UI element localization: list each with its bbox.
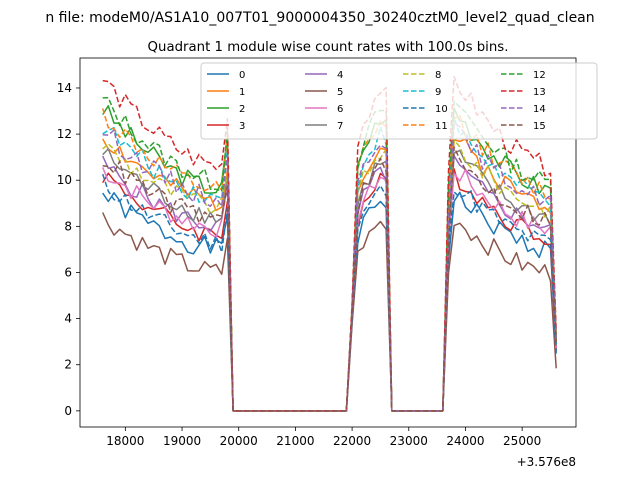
x-tick-label: 24000	[446, 434, 484, 448]
y-tick-label: 6	[64, 265, 72, 279]
plot-frame	[79, 57, 577, 428]
series-line-15	[102, 146, 557, 412]
x-tick-label: 22000	[333, 434, 371, 448]
legend-label-12: 12	[533, 70, 546, 81]
y-tick-label: 12	[57, 127, 72, 141]
legend-label-6: 6	[337, 104, 343, 115]
x-tick-label: 20000	[220, 434, 258, 448]
x-tick-label: 23000	[390, 434, 428, 448]
x-tick-label: 19000	[163, 434, 201, 448]
legend-label-14: 14	[533, 104, 546, 115]
y-tick-label: 8	[64, 219, 72, 233]
legend-label-0: 0	[239, 70, 245, 81]
legend-label-10: 10	[435, 104, 448, 115]
y-tick-label: 0	[64, 404, 72, 418]
x-tick-label: 21000	[276, 434, 314, 448]
legend-label-8: 8	[435, 70, 441, 81]
legend-label-11: 11	[435, 121, 448, 132]
x-offset-label: +3.576e8	[517, 455, 576, 469]
y-tick-label: 14	[57, 81, 72, 95]
legend-label-9: 9	[435, 87, 441, 98]
x-tick-label: 25000	[503, 434, 541, 448]
legend-box	[200, 62, 598, 140]
series-line-13	[102, 75, 557, 412]
chart-suptitle: n file: modeM0/AS1A10_007T01_9000004350_…	[45, 10, 594, 26]
legend-label-1: 1	[239, 87, 245, 98]
y-tick-label: 10	[57, 173, 72, 187]
y-tick-label: 4	[64, 312, 72, 326]
legend-label-3: 3	[239, 121, 245, 132]
x-tick-label: 18000	[106, 434, 144, 448]
legend-label-4: 4	[337, 70, 343, 81]
legend-label-2: 2	[239, 104, 245, 115]
legend-label-7: 7	[337, 121, 343, 132]
y-tick-label: 2	[64, 358, 72, 372]
legend-label-15: 15	[533, 121, 546, 132]
chart-title: Quadrant 1 module wise count rates with …	[148, 40, 509, 55]
y-axis: 0 2 4 6 8 10 12 14	[57, 81, 80, 418]
series-layer	[101, 75, 557, 412]
x-axis: 18000 19000 20000 21000 22000 23000 24000 25000	[106, 427, 541, 448]
legend-label-13: 13	[533, 87, 546, 98]
series-line-10	[101, 173, 557, 412]
legend-label-5: 5	[337, 87, 343, 98]
